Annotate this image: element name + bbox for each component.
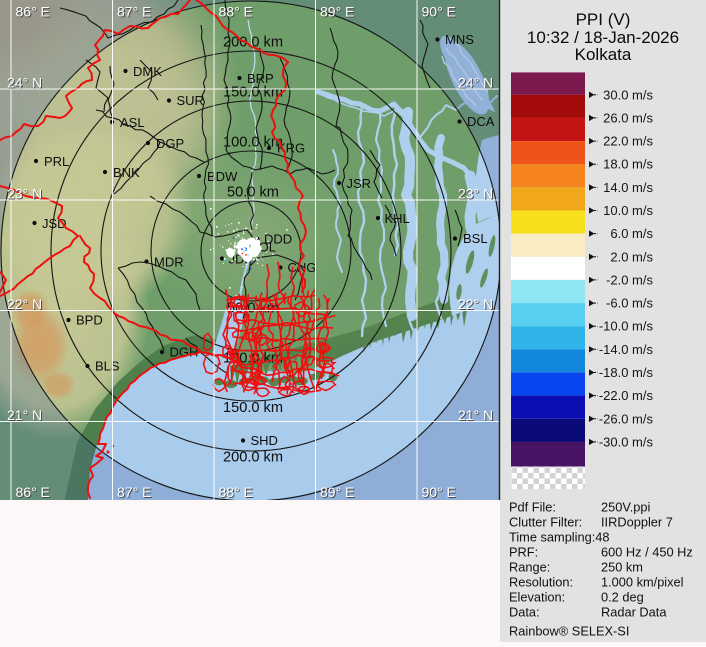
svg-text:Resolution:: Resolution:: [509, 575, 573, 590]
svg-text:18.0 m/s: 18.0 m/s: [603, 157, 653, 172]
svg-text:600 Hz / 450 Hz: 600 Hz / 450 Hz: [601, 545, 693, 560]
svg-text:21° N: 21° N: [8, 408, 43, 424]
svg-text:Time sampling:48: Time sampling:48: [509, 530, 610, 545]
svg-text:MNS: MNS: [445, 32, 474, 47]
svg-text:BLS: BLS: [95, 359, 120, 374]
svg-text:JSR: JSR: [347, 176, 372, 191]
svg-text:150.0 km: 150.0 km: [223, 400, 283, 416]
svg-text:6.0 m/s: 6.0 m/s: [610, 226, 653, 241]
svg-text:21° N: 21° N: [458, 407, 493, 423]
svg-text:21° N: 21° N: [7, 407, 42, 423]
svg-text:23° N: 23° N: [7, 186, 42, 202]
svg-text:88° E: 88° E: [219, 4, 253, 20]
svg-text:86° E: 86° E: [17, 485, 51, 501]
svg-text:89° E: 89° E: [321, 5, 355, 21]
svg-text:87° E: 87° E: [118, 5, 152, 21]
svg-text:87° E: 87° E: [117, 4, 151, 20]
svg-text:24° N: 24° N: [459, 76, 494, 92]
svg-text:22° N: 22° N: [7, 296, 42, 312]
svg-text:200.0 km: 200.0 km: [223, 450, 283, 466]
svg-text:22° N: 22° N: [8, 297, 43, 313]
svg-text:Radar Data: Radar Data: [601, 605, 667, 620]
svg-text:90° E: 90° E: [422, 484, 456, 500]
svg-text:86° E: 86° E: [16, 4, 50, 20]
svg-text:-22.0 m/s: -22.0 m/s: [599, 388, 654, 403]
svg-text:Clutter Filter:: Clutter Filter:: [509, 515, 582, 530]
svg-text:KHL: KHL: [385, 211, 410, 226]
svg-text:90° E: 90° E: [423, 5, 457, 21]
svg-text:86° E: 86° E: [17, 5, 51, 21]
svg-text:14.0 m/s: 14.0 m/s: [603, 180, 653, 195]
svg-text:SUR: SUR: [177, 93, 204, 108]
svg-text:30.0 m/s: 30.0 m/s: [603, 87, 653, 102]
svg-text:CNG: CNG: [288, 260, 317, 275]
svg-text:SHD: SHD: [251, 433, 278, 448]
svg-text:-26.0 m/s: -26.0 m/s: [599, 411, 654, 426]
svg-text:PPI (V): PPI (V): [576, 10, 631, 29]
svg-text:BSL: BSL: [463, 231, 488, 246]
svg-text:-30.0 m/s: -30.0 m/s: [599, 434, 654, 449]
svg-text:-2.0 m/s: -2.0 m/s: [606, 272, 653, 287]
svg-text:DGH: DGH: [170, 345, 199, 360]
svg-text:-10.0 m/s: -10.0 m/s: [599, 319, 654, 334]
svg-text:22° N: 22° N: [459, 297, 494, 313]
svg-text:88° E: 88° E: [220, 485, 254, 501]
svg-text:10:32 / 18-Jan-2026: 10:32 / 18-Jan-2026: [527, 28, 679, 47]
svg-text:PRF:: PRF:: [509, 545, 538, 560]
svg-text:89° E: 89° E: [320, 484, 354, 500]
svg-text:24° N: 24° N: [7, 75, 42, 91]
svg-text:0.2 deg: 0.2 deg: [601, 590, 644, 605]
svg-text:DDD: DDD: [264, 232, 292, 247]
svg-text:DGP: DGP: [156, 136, 184, 151]
svg-text:DMK: DMK: [133, 64, 162, 79]
svg-text:Elevation:: Elevation:: [509, 590, 565, 605]
svg-text:BDW: BDW: [207, 169, 238, 184]
svg-text:87° E: 87° E: [118, 485, 152, 501]
svg-text:Rainbow® SELEX-SI: Rainbow® SELEX-SI: [509, 624, 629, 639]
svg-text:-6.0 m/s: -6.0 m/s: [606, 296, 653, 311]
svg-text:1.000 km/pixel: 1.000 km/pixel: [601, 575, 684, 590]
svg-text:24° N: 24° N: [8, 76, 43, 92]
svg-text:ASL: ASL: [120, 115, 145, 130]
svg-text:89° E: 89° E: [320, 4, 354, 20]
svg-text:26.0 m/s: 26.0 m/s: [603, 110, 653, 125]
svg-text:10.0 m/s: 10.0 m/s: [603, 203, 653, 218]
svg-text:86° E: 86° E: [16, 484, 50, 500]
svg-text:Pdf File:: Pdf File:: [509, 500, 556, 515]
svg-text:90° E: 90° E: [422, 4, 456, 20]
svg-text:50.0 km: 50.0 km: [227, 185, 279, 201]
svg-text:-14.0 m/s: -14.0 m/s: [599, 342, 654, 357]
svg-text:2.0 m/s: 2.0 m/s: [610, 249, 653, 264]
svg-text:Data:: Data:: [509, 605, 540, 620]
svg-text:88° E: 88° E: [220, 5, 254, 21]
svg-text:23° N: 23° N: [459, 187, 494, 203]
svg-text:88° E: 88° E: [219, 484, 253, 500]
svg-text:BPD: BPD: [76, 313, 103, 328]
svg-text:22° N: 22° N: [458, 296, 493, 312]
svg-text:BNK: BNK: [113, 165, 140, 180]
svg-text:IIRDoppler 7: IIRDoppler 7: [601, 515, 673, 530]
svg-text:21° N: 21° N: [459, 408, 494, 424]
svg-text:Kolkata: Kolkata: [575, 45, 632, 64]
svg-text:24° N: 24° N: [458, 75, 493, 91]
svg-text:22.0 m/s: 22.0 m/s: [603, 134, 653, 149]
svg-text:PRL: PRL: [44, 154, 69, 169]
svg-text:-18.0 m/s: -18.0 m/s: [599, 365, 654, 380]
svg-text:MDR: MDR: [154, 255, 184, 270]
svg-text:23° N: 23° N: [8, 187, 43, 203]
svg-text:DCA: DCA: [467, 114, 495, 129]
svg-text:250V.ppi: 250V.ppi: [601, 500, 650, 515]
svg-text:87° E: 87° E: [117, 484, 151, 500]
svg-text:89° E: 89° E: [321, 485, 355, 501]
svg-text:23° N: 23° N: [458, 186, 493, 202]
svg-text:90° E: 90° E: [423, 485, 457, 501]
svg-text:250 km: 250 km: [601, 560, 643, 575]
svg-text:Range:: Range:: [509, 560, 550, 575]
svg-text:150.0 km: 150.0 km: [223, 85, 283, 101]
